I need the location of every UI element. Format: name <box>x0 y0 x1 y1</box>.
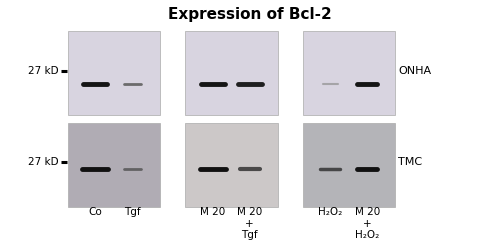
Text: H₂O₂: H₂O₂ <box>318 207 342 217</box>
Text: +: + <box>246 219 254 229</box>
Text: Expression of Bcl-2: Expression of Bcl-2 <box>168 7 332 22</box>
Text: +: + <box>363 219 372 229</box>
Bar <box>185 123 278 207</box>
Text: 27 kD: 27 kD <box>28 66 59 76</box>
Bar <box>185 31 278 115</box>
Text: TMC: TMC <box>398 157 422 167</box>
Text: Tgf: Tgf <box>242 230 258 240</box>
Bar <box>302 123 395 207</box>
Bar <box>68 31 160 115</box>
Text: 27 kD: 27 kD <box>28 157 59 167</box>
Text: M 20: M 20 <box>200 207 226 217</box>
Bar <box>302 31 395 115</box>
Text: H₂O₂: H₂O₂ <box>355 230 380 240</box>
Text: M 20: M 20 <box>354 207 380 217</box>
Text: Tgf: Tgf <box>124 207 140 217</box>
Text: Co: Co <box>88 207 102 217</box>
Bar <box>68 123 160 207</box>
Text: ONHA: ONHA <box>398 66 432 76</box>
Text: M 20: M 20 <box>237 207 262 217</box>
